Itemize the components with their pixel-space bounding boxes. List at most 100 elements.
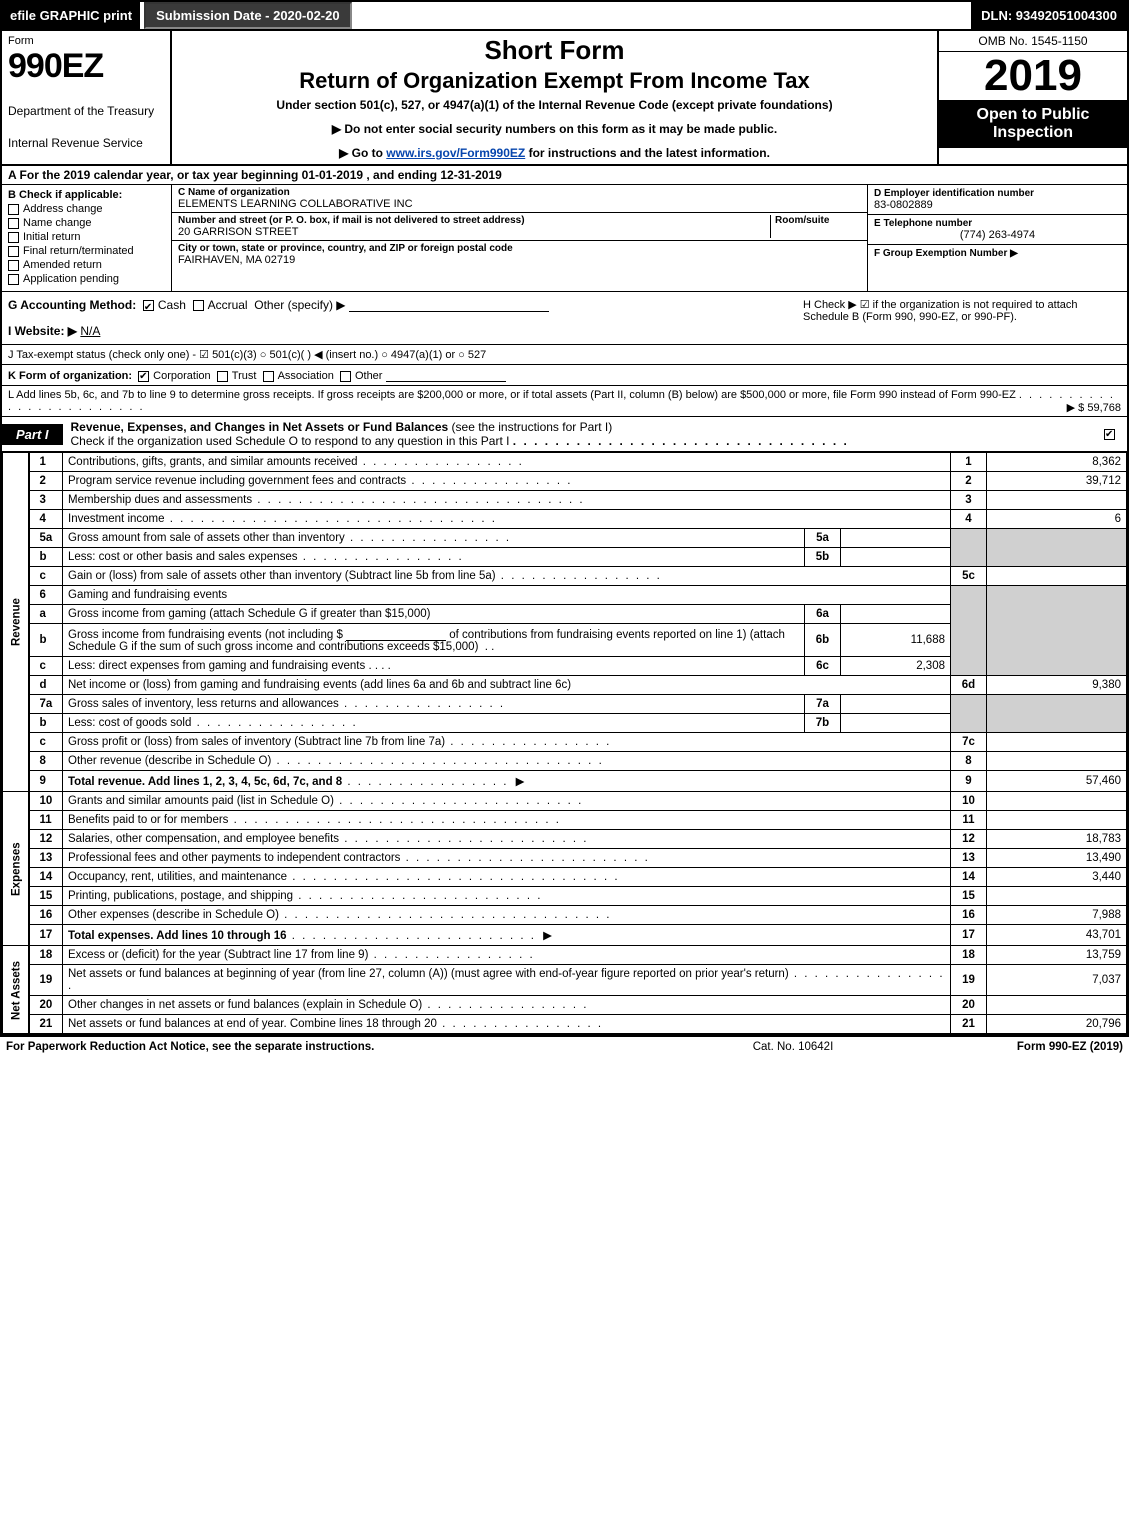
opt-application-pending: Application pending (23, 273, 119, 285)
num-20: 20 (951, 996, 987, 1015)
desc-10: Grants and similar amounts paid (list in… (68, 795, 334, 807)
chk-cash[interactable] (143, 300, 154, 311)
chk-application-pending[interactable] (8, 274, 19, 285)
label-city: City or town, state or province, country… (178, 243, 861, 254)
val-1: 8,362 (987, 453, 1127, 472)
ln-14: 14 (29, 868, 63, 887)
num-16: 16 (951, 906, 987, 925)
dept-treasury: Department of the Treasury (8, 104, 164, 118)
chk-address-change[interactable] (8, 204, 19, 215)
subln-5b: 5b (805, 548, 841, 567)
desc-6c: Less: direct expenses from gaming and fu… (68, 660, 365, 672)
other-specify-input[interactable] (349, 298, 549, 312)
ssn-warning: ▶ Do not enter social security numbers o… (182, 122, 927, 136)
label-website: I Website: ▶ (8, 324, 77, 338)
ln-4: 4 (29, 510, 63, 529)
subln-7b: 7b (805, 714, 841, 733)
part1-title: Revenue, Expenses, and Changes in Net As… (71, 420, 449, 434)
goto-pre: ▶ Go to (339, 146, 386, 160)
chk-association[interactable] (263, 371, 274, 382)
desc-6a: Gross income from gaming (attach Schedul… (68, 608, 430, 620)
opt-accrual: Accrual (208, 298, 248, 312)
desc-7c: Gross profit or (loss) from sales of inv… (68, 736, 445, 748)
part1-paren: (see the instructions for Part I) (452, 420, 613, 434)
submission-date-button[interactable]: Submission Date - 2020-02-20 (144, 2, 352, 29)
num-2: 2 (951, 472, 987, 491)
subln-6b: 6b (805, 624, 841, 657)
subln-5a: 5a (805, 529, 841, 548)
label-ein: D Employer identification number (874, 188, 1121, 199)
part1-header: Part I Revenue, Expenses, and Changes in… (2, 417, 1127, 452)
desc-6b-1: Gross income from fundraising events (no… (68, 629, 343, 641)
side-revenue: Revenue (3, 453, 29, 792)
ln-6b: b (29, 624, 63, 657)
chk-amended-return[interactable] (8, 260, 19, 271)
desc-8: Other revenue (describe in Schedule O) (68, 755, 271, 767)
chk-trust[interactable] (217, 371, 228, 382)
efile-print-button[interactable]: efile GRAPHIC print (2, 2, 140, 29)
ln-9: 9 (29, 771, 63, 792)
val-13: 13,490 (987, 849, 1127, 868)
num-14: 14 (951, 868, 987, 887)
label-form-org: K Form of organization: (8, 370, 132, 382)
chk-schedule-o[interactable] (1104, 429, 1115, 440)
dln-label: DLN: 93492051004300 (971, 2, 1127, 29)
desc-9: Total revenue. Add lines 1, 2, 3, 4, 5c,… (68, 776, 342, 788)
footer-cat: Cat. No. 10642I (663, 1041, 923, 1053)
num-4: 4 (951, 510, 987, 529)
chk-name-change[interactable] (8, 218, 19, 229)
subval-6a (841, 605, 951, 624)
other-org-input[interactable] (386, 368, 506, 382)
chk-corporation[interactable] (138, 371, 149, 382)
chk-initial-return[interactable] (8, 232, 19, 243)
part1-check-text: Check if the organization used Schedule … (71, 434, 510, 448)
subln-6a: 6a (805, 605, 841, 624)
subval-5a (841, 529, 951, 548)
desc-11: Benefits paid to or for members (68, 814, 228, 826)
part1-table: Revenue 1 Contributions, gifts, grants, … (2, 452, 1127, 1034)
city-state-zip: FAIRHAVEN, MA 02719 (178, 254, 861, 266)
opt-association: Association (278, 370, 334, 382)
ln-3: 3 (29, 491, 63, 510)
desc-13: Professional fees and other payments to … (68, 852, 400, 864)
ln-11: 11 (29, 811, 63, 830)
opt-other: Other (specify) ▶ (254, 298, 345, 312)
desc-14: Occupancy, rent, utilities, and maintena… (68, 871, 287, 883)
desc-16: Other expenses (describe in Schedule O) (68, 909, 279, 921)
chk-accrual[interactable] (193, 300, 204, 311)
6b-amount-input[interactable] (346, 627, 446, 641)
num-11: 11 (951, 811, 987, 830)
val-21: 20,796 (987, 1015, 1127, 1034)
ein-value: 83-0802889 (874, 199, 1121, 211)
label-group-exemption: F Group Exemption Number ▶ (874, 248, 1121, 259)
val-8 (987, 752, 1127, 771)
opt-trust: Trust (232, 370, 257, 382)
chk-other-org[interactable] (340, 371, 351, 382)
street-address: 20 GARRISON STREET (178, 226, 766, 238)
val-12: 18,783 (987, 830, 1127, 849)
val-5c (987, 567, 1127, 586)
ln-18: 18 (29, 946, 63, 965)
ln-15: 15 (29, 887, 63, 906)
opt-address-change: Address change (23, 203, 103, 215)
ln-5a: 5a (29, 529, 63, 548)
ln-20: 20 (29, 996, 63, 1015)
opt-other-org: Other (355, 370, 383, 382)
line-k: K Form of organization: Corporation Trus… (2, 365, 1127, 386)
tax-year: 2019 (939, 52, 1127, 100)
subln-7a: 7a (805, 695, 841, 714)
irs-link[interactable]: www.irs.gov/Form990EZ (386, 146, 525, 160)
val-11 (987, 811, 1127, 830)
desc-2: Program service revenue including govern… (68, 475, 406, 487)
chk-final-return[interactable] (8, 246, 19, 257)
goto-link-line: ▶ Go to www.irs.gov/Form990EZ for instru… (182, 146, 927, 160)
desc-4: Investment income (68, 513, 165, 525)
dept-irs: Internal Revenue Service (8, 136, 164, 150)
ln-2: 2 (29, 472, 63, 491)
opt-initial-return: Initial return (23, 231, 80, 243)
page-footer: For Paperwork Reduction Act Notice, see … (0, 1036, 1129, 1057)
desc-12: Salaries, other compensation, and employ… (68, 833, 339, 845)
num-19: 19 (951, 965, 987, 996)
desc-1: Contributions, gifts, grants, and simila… (68, 456, 358, 468)
ln-8: 8 (29, 752, 63, 771)
